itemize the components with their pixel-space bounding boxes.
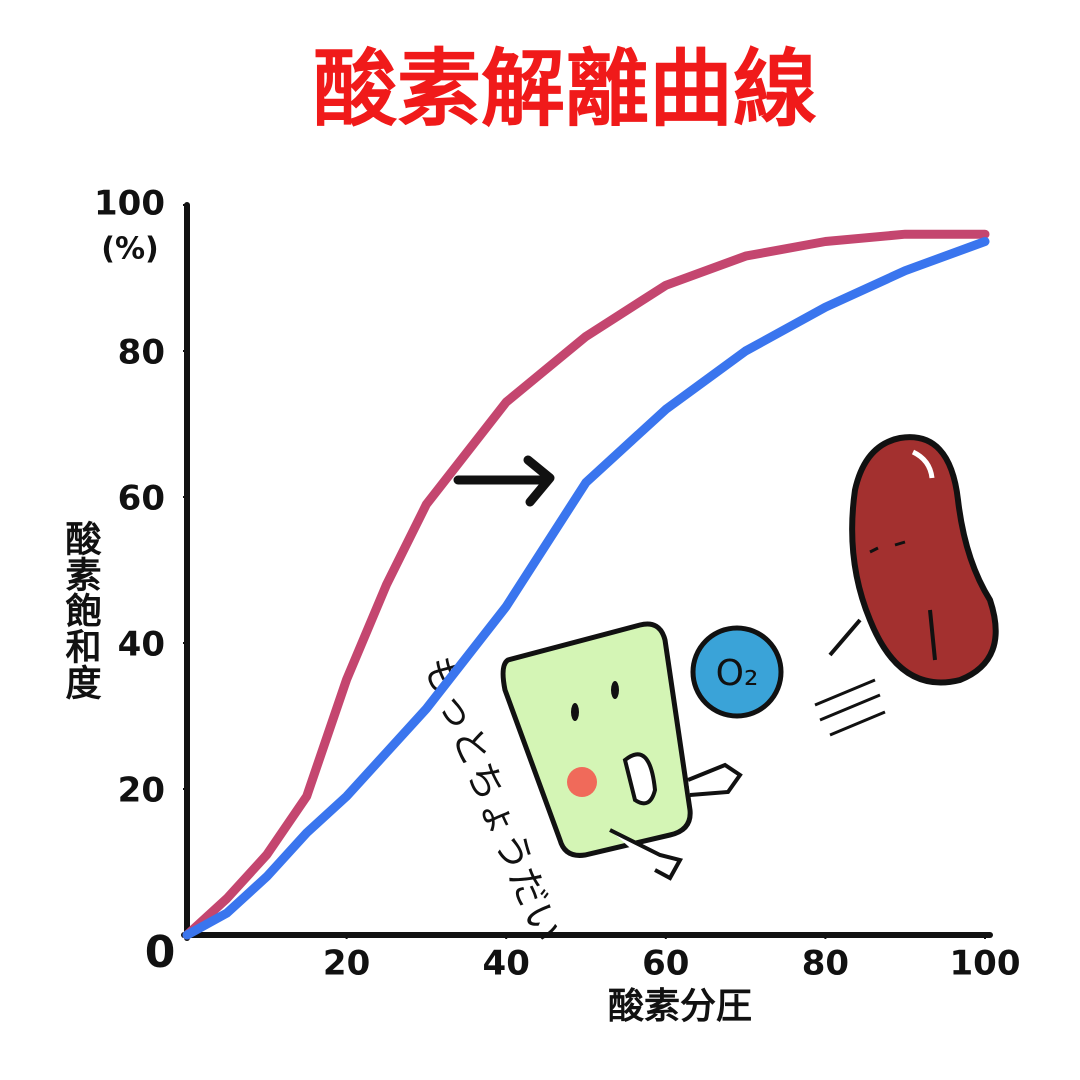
oxygen-label: O₂ <box>716 653 759 694</box>
curve <box>182 237 990 940</box>
x-tick-label: 100 <box>950 944 1021 984</box>
y-tick-label: 20 <box>118 771 165 811</box>
x-tick-label: 80 <box>802 944 849 984</box>
x-axis-label: 酸素分圧 <box>608 986 752 1027</box>
x-tick-label: 40 <box>483 944 530 984</box>
y-tick-label: 100 <box>94 184 165 224</box>
shift-arrow <box>453 455 555 507</box>
chart-title: 酸素解離曲線 <box>313 40 817 138</box>
y-tick-label: 80 <box>118 333 165 373</box>
x-tick-label: 20 <box>323 944 370 984</box>
y-unit: (%) <box>101 232 158 267</box>
y-axis-label: 酸素飽和度 <box>60 520 102 700</box>
green-character <box>500 621 743 881</box>
oxygen-ball <box>690 625 784 719</box>
x-tick-label: 60 <box>642 944 689 984</box>
y-tick-label: 40 <box>118 625 165 665</box>
bean-character <box>828 434 999 686</box>
curve <box>182 229 990 940</box>
x-tick-label: 0 <box>145 927 176 978</box>
y-tick-label: 60 <box>118 479 165 519</box>
motion-lines <box>814 678 886 737</box>
